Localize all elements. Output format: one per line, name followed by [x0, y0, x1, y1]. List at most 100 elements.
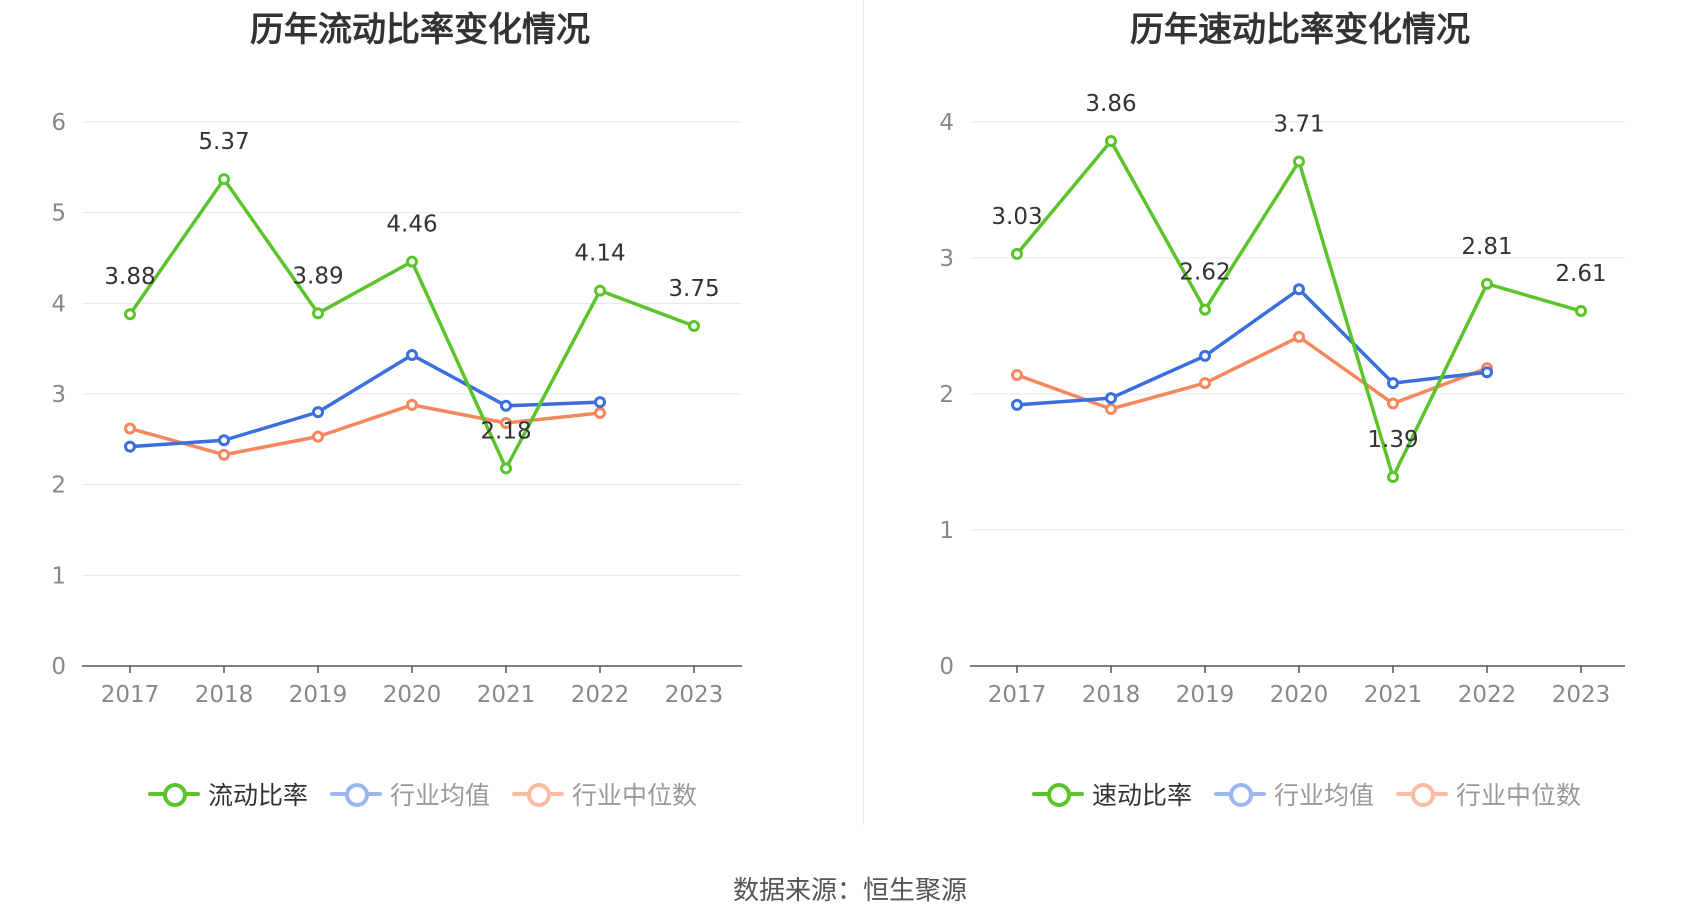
data-point[interactable] [594, 396, 606, 409]
data-label: 2.61 [1555, 261, 1606, 287]
series-line-1 [129, 353, 601, 449]
data-point[interactable] [1199, 303, 1211, 316]
data-point[interactable] [312, 430, 324, 443]
data-label: 3.89 [292, 263, 343, 289]
data-point[interactable] [406, 349, 418, 362]
data-point[interactable] [1105, 402, 1117, 415]
legend-marker-icon [1032, 781, 1084, 807]
legend-label: 行业中位数 [1456, 781, 1582, 810]
chart-title: 历年流动比率变化情况 [250, 10, 590, 50]
data-label: 3.75 [668, 276, 719, 302]
data-point[interactable] [312, 307, 324, 320]
y-tick-label: 4 [939, 110, 954, 136]
current-ratio-plot: 0 1 2 3 4 5 6 2017 2018 2019 2020 2021 2022 2023 3.88 5… [51, 110, 742, 708]
y-tick-label: 0 [939, 654, 954, 680]
y-tick-label: 0 [51, 654, 66, 680]
data-point[interactable] [406, 255, 418, 268]
data-point[interactable] [1105, 135, 1117, 148]
data-point[interactable] [218, 448, 230, 461]
legend-item-0[interactable]: 流动比率 [148, 776, 308, 812]
data-point[interactable] [1199, 377, 1211, 390]
data-label: 3.86 [1085, 91, 1136, 117]
data-label: 3.88 [104, 264, 155, 290]
legend-item-2[interactable]: 行业中位数 [512, 776, 697, 812]
x-tick-label: 2018 [1082, 682, 1141, 708]
data-label: 3.71 [1273, 111, 1324, 137]
legend-marker-icon [1214, 781, 1267, 807]
data-point[interactable] [1199, 349, 1211, 362]
data-point[interactable] [1293, 330, 1305, 343]
data-label: 4.46 [386, 212, 437, 238]
data-point[interactable] [1011, 368, 1023, 381]
legend-label: 行业均值 [390, 781, 491, 810]
y-tick-label: 6 [51, 110, 66, 136]
legend-label: 速动比率 [1092, 781, 1193, 810]
data-label: 4.14 [574, 241, 625, 267]
y-tick-label: 3 [51, 382, 66, 408]
chart-panel-quick-ratio: 历年速动比率变化情况 0 1 2 3 4 2017 2018 2019 2020 2021 2022… [850, 0, 1700, 830]
data-point[interactable] [218, 173, 230, 186]
quick-ratio-plot: 0 1 2 3 4 2017 2018 2019 2020 2021 2022 2023 3.03 3.8… [939, 91, 1625, 708]
legend-marker-icon [512, 781, 565, 807]
legend-item-1[interactable]: 行业均值 [330, 776, 490, 812]
data-source-note: 数据来源：恒生聚源 [732, 876, 967, 906]
x-tick-label: 2017 [988, 682, 1047, 708]
data-point[interactable] [500, 417, 512, 430]
legend-item-0[interactable]: 速动比率 [1032, 776, 1192, 812]
data-point[interactable] [312, 406, 324, 419]
legend-item-1[interactable]: 行业均值 [1214, 776, 1374, 812]
y-tick-label: 3 [939, 246, 954, 272]
data-label: 2.81 [1461, 234, 1512, 260]
x-tick-label: 2020 [383, 682, 442, 708]
x-tick-label: 2019 [289, 682, 348, 708]
y-tick-label: 4 [51, 291, 66, 317]
data-point[interactable] [1387, 377, 1399, 390]
y-tick-label: 1 [51, 563, 66, 589]
chart-panel-current-ratio: 历年流动比率变化情况 0 1 2 3 4 5 6 2017 2018 2019 2020 2021 20… [0, 0, 850, 830]
data-point[interactable] [1387, 397, 1399, 410]
data-point[interactable] [594, 407, 606, 420]
data-point[interactable] [406, 398, 418, 411]
data-label: 2.18 [480, 418, 531, 444]
x-tick-label: 2021 [1364, 682, 1423, 708]
panel-divider [863, 0, 864, 825]
x-tick-label: 2019 [1176, 682, 1235, 708]
data-point[interactable] [1011, 247, 1023, 260]
legend-marker-icon [1396, 781, 1449, 807]
legend: 流动比率 行业均值 行业中位数 [148, 776, 719, 812]
y-tick-label: 5 [51, 201, 66, 227]
data-point[interactable] [218, 434, 230, 447]
y-tick-label: 1 [939, 518, 954, 544]
x-tick-label: 2022 [1458, 682, 1517, 708]
y-tick-label: 2 [939, 382, 954, 408]
data-point[interactable] [1293, 155, 1305, 168]
data-point[interactable] [124, 440, 136, 453]
data-label: 2.62 [1179, 260, 1230, 286]
x-tick-label: 2023 [1552, 682, 1611, 708]
series-line-0 [1015, 139, 1582, 479]
data-label: 3.03 [991, 204, 1042, 230]
legend-item-2[interactable]: 行业中位数 [1396, 776, 1581, 812]
data-point[interactable] [1293, 283, 1305, 296]
data-point[interactable] [124, 308, 136, 321]
data-point[interactable] [1481, 277, 1493, 290]
data-label: 5.37 [198, 129, 249, 155]
legend-marker-icon [330, 781, 383, 807]
data-point[interactable] [500, 462, 512, 475]
x-tick-label: 2021 [477, 682, 536, 708]
x-tick-label: 2020 [1270, 682, 1329, 708]
chart-title: 历年速动比率变化情况 [1130, 10, 1470, 50]
data-point[interactable] [124, 422, 136, 435]
data-point[interactable] [1105, 392, 1117, 405]
legend: 速动比率 行业均值 行业中位数 [1032, 776, 1603, 812]
x-tick-label: 2022 [571, 682, 630, 708]
data-point[interactable] [1575, 305, 1587, 318]
data-point[interactable] [688, 320, 700, 332]
data-point[interactable] [1011, 398, 1023, 411]
x-tick-label: 2018 [195, 682, 254, 708]
legend-label: 行业中位数 [572, 781, 698, 810]
data-point[interactable] [1481, 366, 1493, 379]
data-point[interactable] [1387, 470, 1399, 483]
data-point[interactable] [594, 284, 606, 297]
data-point[interactable] [500, 399, 512, 412]
